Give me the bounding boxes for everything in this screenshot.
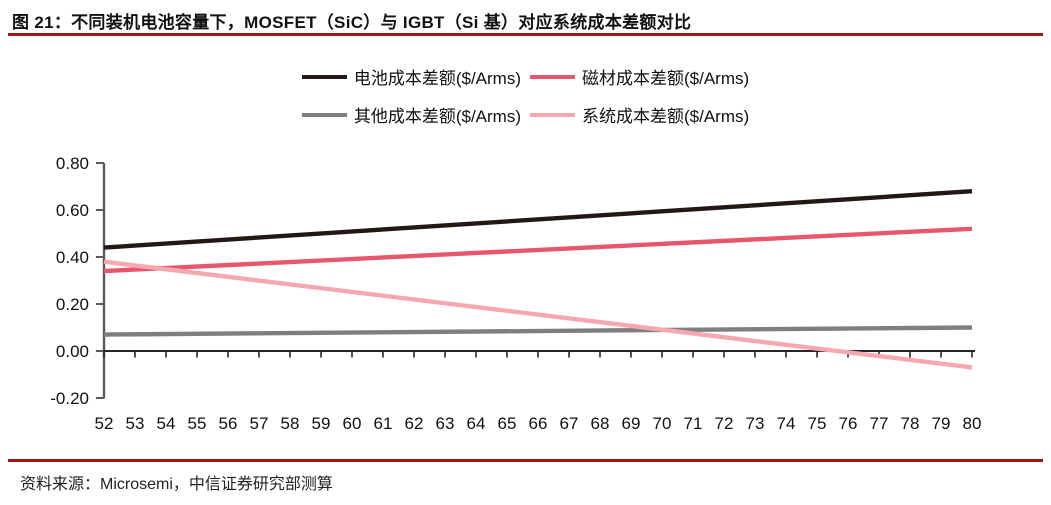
source-rule	[8, 459, 1043, 462]
y-tick-label: 0.00	[56, 342, 89, 361]
x-tick-label: 64	[467, 414, 486, 433]
legend-label-other: 其他成本差额($/Arms)	[353, 107, 521, 126]
x-tick-label: 76	[839, 414, 858, 433]
x-tick-label: 61	[374, 414, 393, 433]
legend-item-system: 系统成本差额($/Arms)	[530, 102, 749, 127]
y-tick-label: 0.80	[56, 154, 89, 173]
x-tick-label: 69	[622, 414, 641, 433]
x-tick-label: 66	[529, 414, 548, 433]
legend-label-battery: 电池成本差额($/Arms)	[353, 69, 521, 88]
system-line-swatch	[530, 112, 575, 117]
x-tick-label: 55	[188, 414, 207, 433]
legend-row-1: 电池成本差额($/Arms) 磁材成本差额($/Arms)	[301, 64, 749, 89]
series-line-magnet	[103, 226, 973, 274]
x-tick-label: 67	[560, 414, 579, 433]
legend-item-magnet: 磁材成本差额($/Arms)	[530, 64, 749, 89]
magnet-line-swatch	[530, 74, 575, 79]
x-tick-label: 78	[901, 414, 920, 433]
x-tick-label: 62	[405, 414, 424, 433]
legend-row-2: 其他成本差额($/Arms) 系统成本差额($/Arms)	[301, 102, 749, 127]
x-tick-label: 60	[343, 414, 362, 433]
series-line-battery	[103, 189, 973, 250]
other-line-swatch	[301, 112, 347, 117]
x-tick-label: 79	[932, 414, 951, 433]
y-tick-label: -0.20	[50, 389, 89, 408]
legend-item-other: 其他成本差额($/Arms)	[301, 102, 521, 127]
x-tick-label: 54	[157, 414, 176, 433]
x-tick-label: 75	[808, 414, 827, 433]
x-tick-label: 74	[777, 414, 796, 433]
y-tick-label: 0.40	[56, 248, 89, 267]
x-tick-label: 71	[684, 414, 703, 433]
x-tick-label: 57	[250, 414, 269, 433]
y-tick-label: 0.60	[56, 201, 89, 220]
x-tick-label: 65	[498, 414, 517, 433]
x-tick-label: 70	[653, 414, 672, 433]
x-tick-label: 58	[281, 414, 300, 433]
x-tick-label: 77	[870, 414, 889, 433]
x-tick-label: 56	[219, 414, 238, 433]
figure-title: 图 21：不同装机电池容量下，MOSFET（SiC）与 IGBT（Si 基）对应…	[12, 13, 692, 32]
x-tick-label: 68	[591, 414, 610, 433]
y-tick-label: 0.20	[56, 295, 89, 314]
chart-legend: 电池成本差额($/Arms) 磁材成本差额($/Arms) 其他成本差额($/A…	[0, 64, 1051, 127]
series-line-other	[103, 325, 973, 337]
x-tick-label: 52	[95, 414, 114, 433]
x-tick-label: 72	[715, 414, 734, 433]
legend-item-battery: 电池成本差额($/Arms)	[301, 64, 521, 89]
title-rule	[8, 33, 1043, 36]
legend-label-magnet: 磁材成本差额($/Arms)	[582, 69, 750, 88]
battery-line-swatch	[301, 74, 347, 79]
x-tick-label: 53	[126, 414, 145, 433]
source-note: 资料来源：Microsemi，中信证券研究部测算	[20, 476, 333, 493]
line-chart: 0.80 0.60 0.40 0.20 0.00 -0.20 52 53 54 55 56 57 58 5…	[50, 154, 982, 433]
x-tick-label: 73	[746, 414, 765, 433]
x-tick-label: 63	[436, 414, 455, 433]
x-tick-label: 80	[963, 414, 982, 433]
x-tick-label: 59	[312, 414, 331, 433]
series-line-system	[103, 259, 973, 370]
legend-label-system: 系统成本差额($/Arms)	[582, 107, 750, 126]
